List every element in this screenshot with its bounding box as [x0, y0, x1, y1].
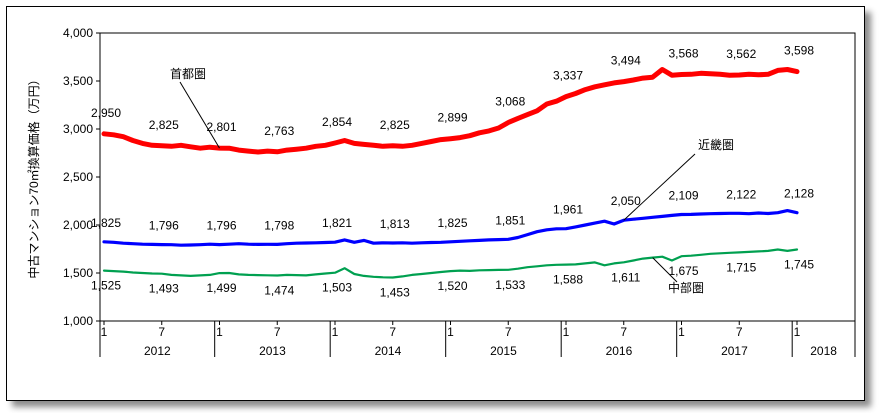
data-label: 1,474	[264, 283, 294, 297]
data-label: 1,525	[91, 279, 121, 293]
chart-frame	[6, 6, 865, 401]
x-tick-label: 7	[389, 325, 396, 339]
data-label: 3,598	[784, 44, 814, 58]
data-label: 1,503	[322, 281, 352, 295]
data-label: 1,611	[611, 270, 640, 284]
data-label: 1,961	[553, 203, 583, 217]
data-label: 1,533	[495, 278, 525, 292]
data-label: 3,494	[611, 54, 641, 68]
data-label: 1,520	[437, 279, 467, 293]
data-label: 2,763	[264, 124, 294, 138]
year-label: 2012	[144, 344, 171, 358]
series-leader-line	[179, 81, 220, 149]
data-label: 2,122	[726, 187, 756, 201]
data-label: 2,899	[437, 111, 467, 125]
data-label: 1,796	[149, 219, 179, 233]
data-label: 1,798	[264, 218, 294, 232]
x-tick-label: 1	[101, 325, 108, 339]
data-label: 1,493	[149, 282, 179, 296]
x-tick-label: 7	[158, 325, 165, 339]
x-tick-label: 1	[447, 325, 454, 339]
year-label: 2013	[259, 344, 286, 358]
x-tick-label: 1	[794, 325, 801, 339]
x-tick-label: 1	[563, 325, 570, 339]
x-tick-label: 7	[505, 325, 512, 339]
data-label: 1,675	[668, 264, 698, 278]
data-label: 2,050	[611, 194, 641, 208]
data-label: 1,715	[726, 260, 756, 274]
y-tick-label: 3,500	[63, 74, 93, 88]
x-tick-label: 1	[678, 325, 685, 339]
data-label: 2,801	[206, 120, 236, 134]
y-tick-label: 1,000	[63, 314, 93, 328]
data-label: 1,825	[91, 216, 121, 230]
series-name-label: 首都圏	[170, 67, 206, 81]
y-tick-label: 2,000	[63, 218, 93, 232]
data-label: 1,851	[495, 213, 525, 227]
x-tick-label: 7	[736, 325, 743, 339]
series-line-3	[102, 248, 799, 279]
series-name-label: 近畿圏	[698, 138, 734, 152]
series-lines	[101, 67, 800, 279]
year-label: 2018	[810, 344, 837, 358]
data-label: 3,068	[495, 94, 525, 108]
year-label: 2014	[375, 344, 402, 358]
data-label: 2,825	[380, 118, 410, 132]
tick-labels: 1,000 1,500 2,000 2,500 3,000 3,500 4,000 1 7 1 7 1…	[63, 26, 837, 358]
y-axis-title: 中古マンション70㎡換算価格（万円）	[26, 73, 41, 278]
data-label: 3,568	[668, 46, 698, 60]
y-tick-label: 3,000	[63, 122, 93, 136]
data-label: 2,825	[149, 118, 179, 132]
data-label: 1,825	[437, 216, 467, 230]
year-label: 2017	[721, 344, 748, 358]
year-label: 2016	[606, 344, 633, 358]
y-tick-label: 1,500	[63, 266, 93, 280]
x-tick-label: 1	[216, 325, 223, 339]
x-tick-label: 1	[332, 325, 339, 339]
data-label: 1,588	[553, 273, 583, 287]
data-label: 1,499	[206, 281, 236, 295]
data-label: 1,796	[206, 219, 236, 233]
data-label: 2,950	[91, 106, 121, 120]
x-tick-label: 7	[620, 325, 627, 339]
data-labels: 2,950 2,825 2,801 2,763 2,854 2,825 2,899 3,068…	[91, 44, 814, 300]
data-label: 2,854	[322, 115, 352, 129]
year-label: 2015	[490, 344, 517, 358]
data-label: 2,109	[668, 189, 698, 203]
x-tick-label: 7	[274, 325, 281, 339]
series-leader-line	[623, 153, 696, 221]
data-label: 3,337	[553, 69, 583, 83]
series-name-label: 中部圏	[668, 280, 704, 295]
data-label: 3,562	[726, 47, 756, 61]
axes	[96, 32, 856, 357]
series-leader-line	[652, 257, 678, 283]
data-label: 1,453	[380, 286, 410, 300]
data-label: 1,813	[380, 217, 410, 231]
data-label: 2,128	[784, 187, 814, 201]
series-line-2	[102, 209, 799, 247]
data-label: 1,821	[322, 216, 352, 230]
y-tick-label: 2,500	[63, 170, 93, 184]
data-label: 1,745	[784, 257, 814, 271]
y-tick-label: 4,000	[63, 26, 93, 40]
